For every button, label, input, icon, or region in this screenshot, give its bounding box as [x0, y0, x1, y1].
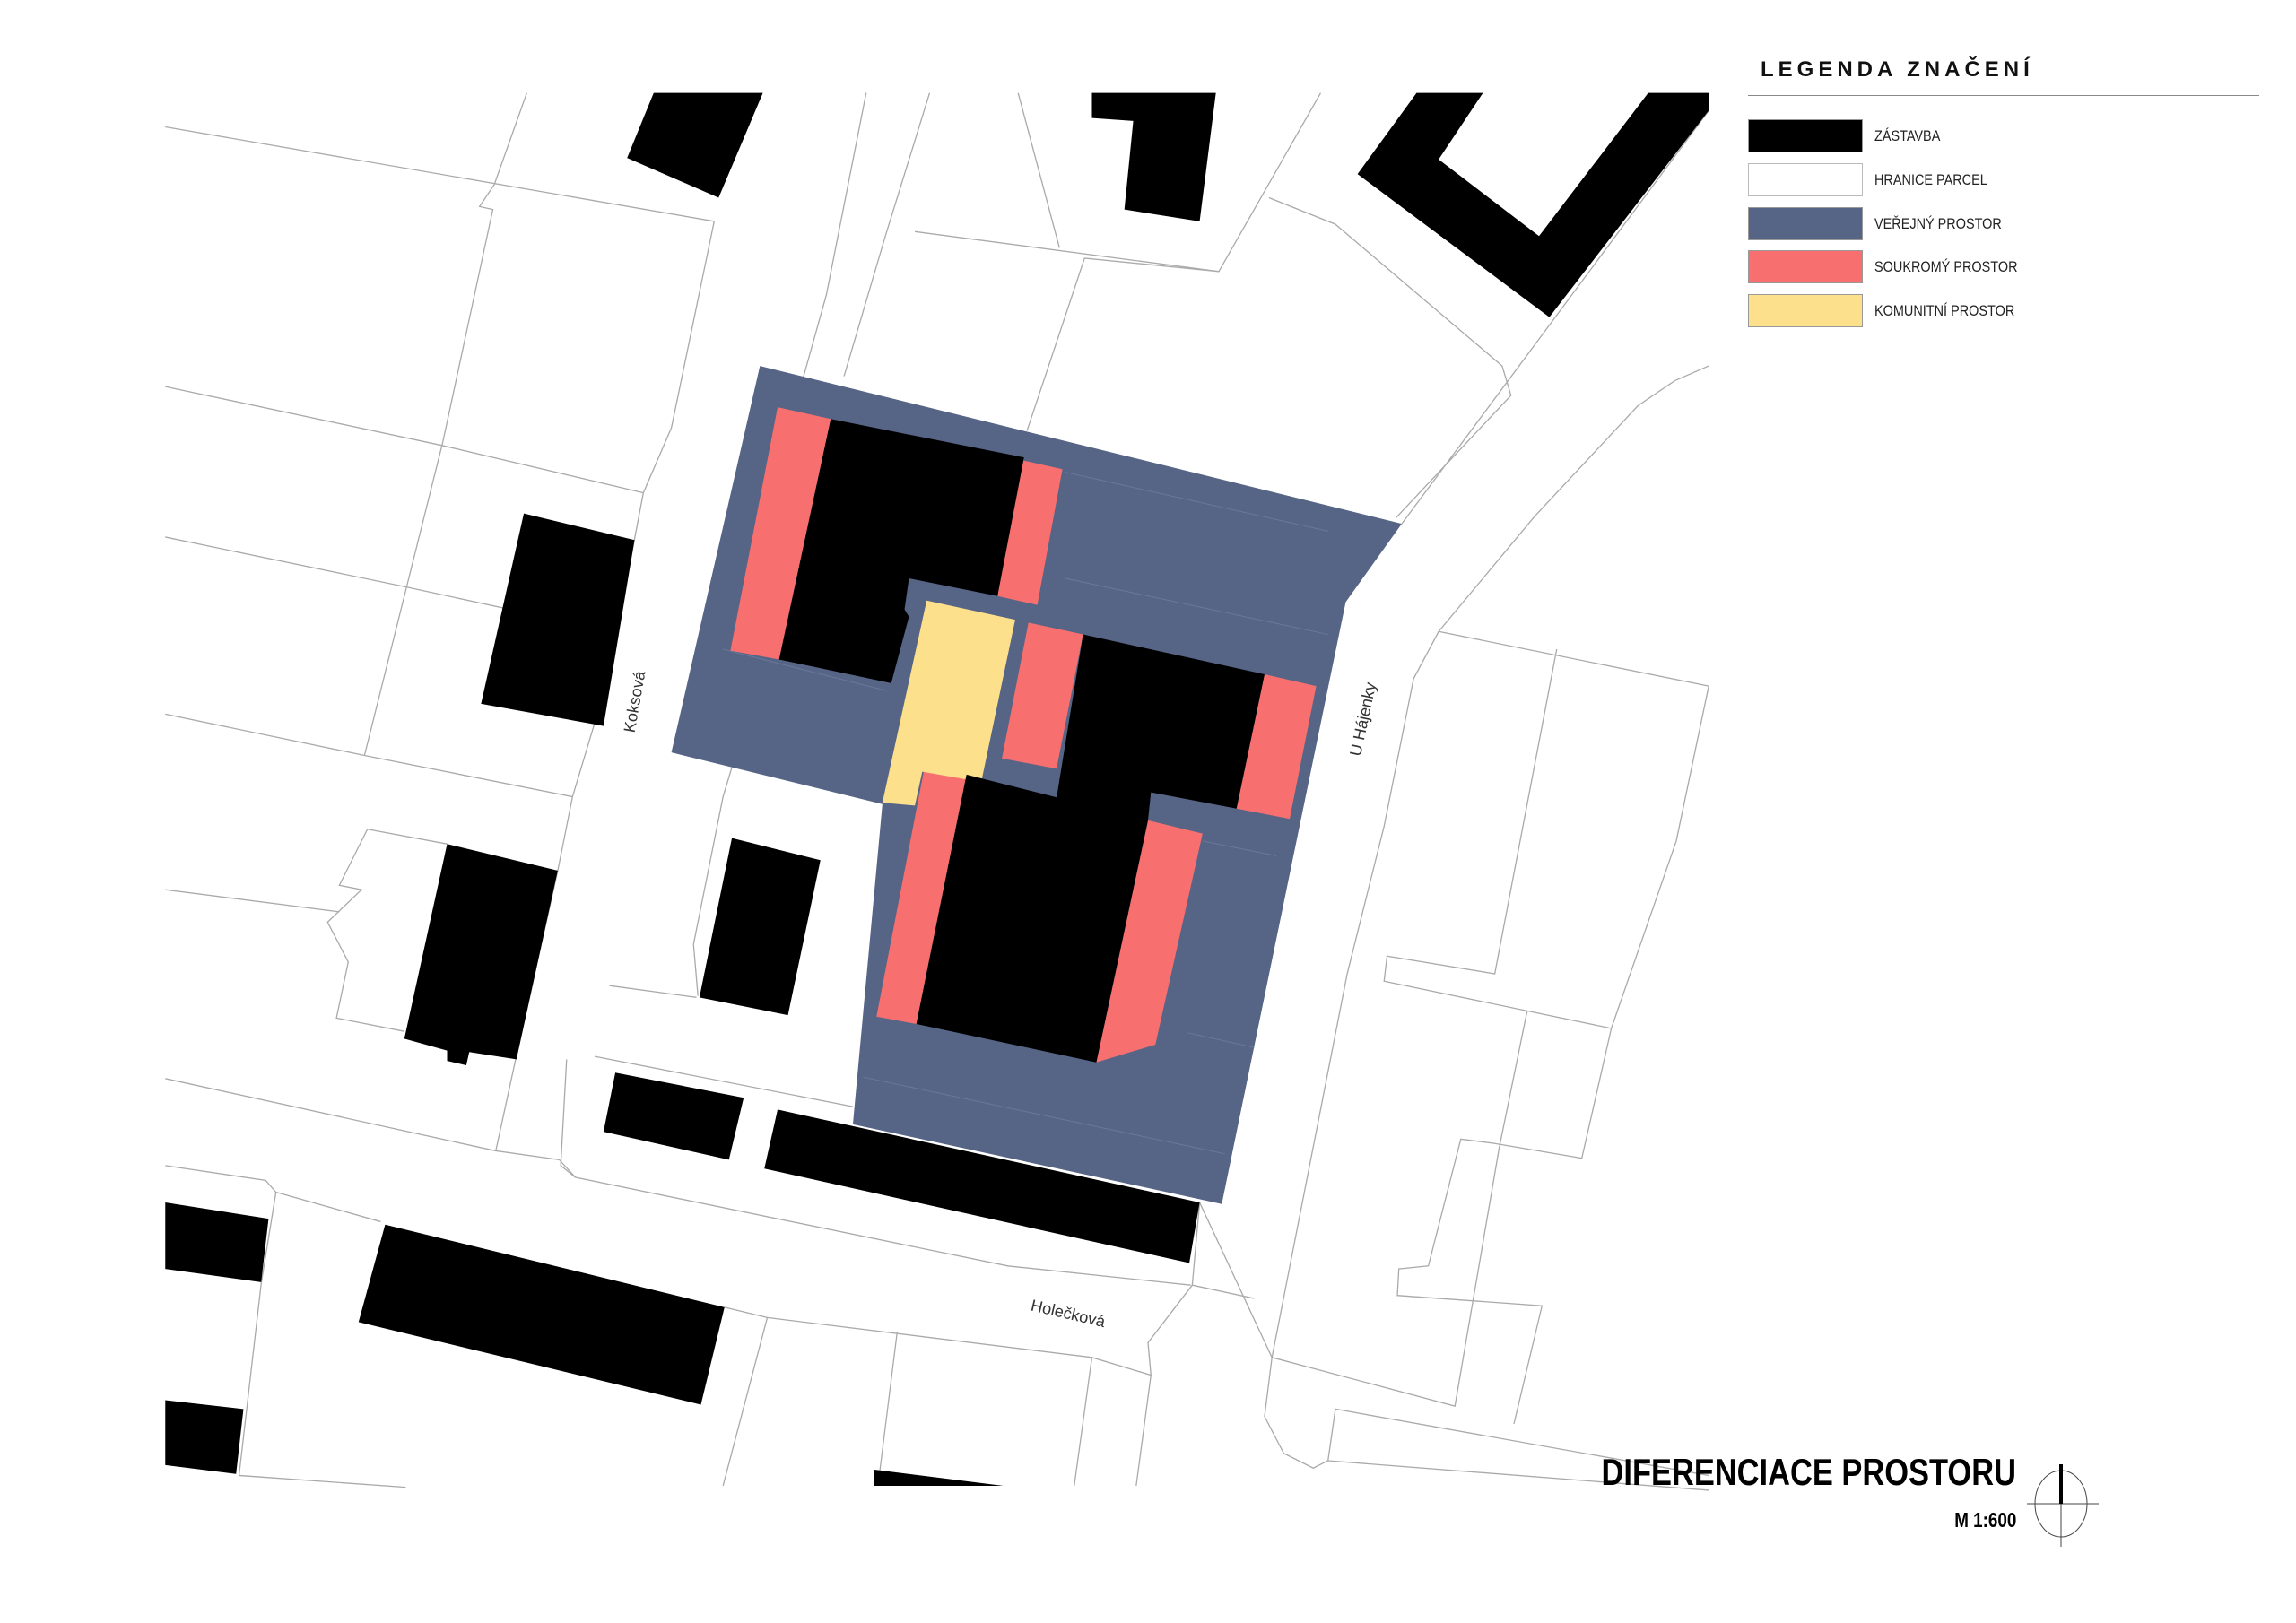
legend-label: SOUKROMÝ PROSTOR: [1874, 258, 2018, 275]
legend-item-private-space: SOUKROMÝ PROSTOR: [1748, 250, 2259, 283]
legend-label: HRANICE PARCEL: [1874, 171, 1987, 188]
legend-swatch: [1748, 294, 1863, 327]
private-space: [730, 407, 1317, 1063]
legend-item-community-space: KOMUNITNÍ PROSTOR: [1748, 294, 2259, 327]
legend-divider: [1748, 95, 2259, 96]
drawing-title: DIFERENCIACE PROSTORU: [1601, 1451, 2016, 1493]
legend-swatch: [1748, 207, 1863, 240]
legend-item-parcel-boundaries: HRANICE PARCEL: [1748, 163, 2259, 196]
legend-title: LEGENDA ZNAČENÍ: [1761, 57, 2034, 82]
legend-label: ZÁSTAVBA: [1874, 127, 1941, 144]
parcel-boundaries: [165, 92, 1709, 1491]
drawing-scale: M 1:600: [1953, 1508, 2016, 1532]
parking-lines: [723, 472, 1328, 1155]
buildings: [165, 92, 1709, 1486]
street-label-holeckova: Holečková: [1029, 1297, 1108, 1332]
street-label-u-hajenky: U Hájenky: [1346, 681, 1379, 758]
north-arrow-icon: [2027, 1464, 2099, 1547]
street-label-koksova: Koksová: [621, 669, 649, 734]
legend: LEGENDA ZNAČENÍ ZÁSTAVBA HRANICE PARCEL …: [1748, 57, 2259, 327]
legend-swatch: [1748, 119, 1863, 152]
legend-label: KOMUNITNÍ PROSTOR: [1874, 302, 2015, 319]
legend-item-buildings: ZÁSTAVBA: [1748, 119, 2259, 152]
community-space: [882, 600, 1015, 806]
legend-label: VEŘEJNÝ PROSTOR: [1874, 215, 2002, 232]
legend-item-public-space: VEŘEJNÝ PROSTOR: [1748, 207, 2259, 240]
legend-swatch: [1748, 163, 1863, 196]
legend-swatch: [1748, 250, 1863, 283]
